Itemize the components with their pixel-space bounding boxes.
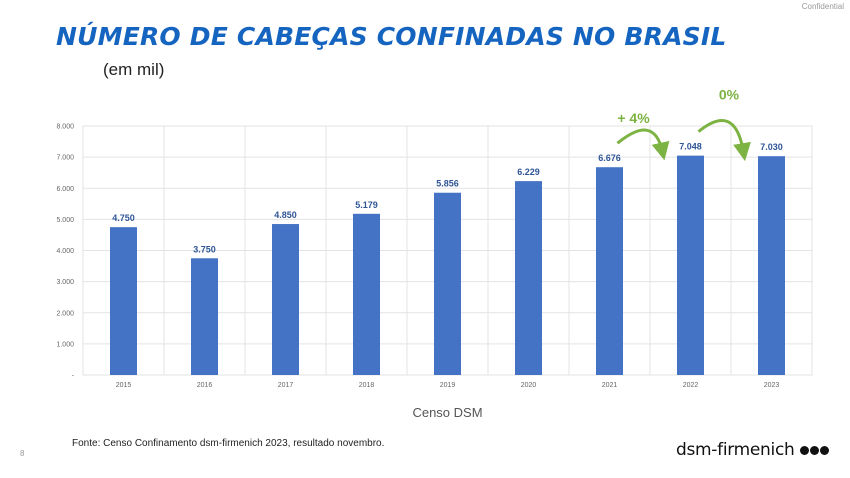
page-number: 8: [20, 449, 25, 458]
data-label: 4.750: [112, 213, 135, 223]
x-tick-label: 2022: [683, 382, 699, 389]
x-tick-label: 2021: [602, 382, 618, 389]
data-label: 6.676: [598, 153, 621, 163]
y-tick-label: 7.000: [56, 155, 74, 162]
y-tick-label: 4.000: [56, 248, 74, 255]
bar: [758, 156, 785, 375]
growth-arrow-icon: [616, 128, 670, 161]
x-tick-label: 2023: [764, 382, 780, 389]
x-tick-label: 2018: [359, 382, 375, 389]
growth-annotation: + 4%: [617, 110, 650, 126]
x-tick-label: 2016: [197, 382, 213, 389]
bar: [191, 258, 218, 375]
y-tick-label: 1.000: [56, 341, 74, 348]
y-tick-label: 2.000: [56, 310, 74, 317]
growth-arrow-icon: [697, 119, 751, 162]
x-axis-title: Censo DSM: [412, 405, 482, 420]
data-label: 3.750: [193, 244, 216, 254]
x-tick-label: 2020: [521, 382, 537, 389]
x-tick-label: 2019: [440, 382, 456, 389]
confidential-label: Confidential: [801, 2, 844, 11]
bar: [353, 213, 380, 375]
logo-dots-icon: [799, 445, 830, 455]
y-tick-label: 5.000: [56, 217, 74, 224]
data-label: 5.856: [436, 179, 459, 189]
bar: [596, 167, 623, 375]
y-tick-label: 8.000: [56, 124, 74, 131]
bar: [677, 155, 704, 375]
x-tick-label: 2015: [116, 382, 132, 389]
data-label: 7.048: [679, 142, 702, 152]
y-tick-label: 3.000: [56, 279, 74, 286]
growth-annotation: 0%: [719, 87, 740, 103]
x-tick-label: 2017: [278, 382, 294, 389]
company-logo: dsm-firmenich: [676, 440, 830, 460]
y-tick-label: -: [72, 373, 75, 380]
data-label: 7.030: [760, 142, 783, 152]
source-note: Fonte: Censo Confinamento dsm-firmenich …: [72, 438, 385, 449]
data-label: 4.850: [274, 210, 297, 220]
bar: [434, 192, 461, 375]
y-tick-label: 6.000: [56, 186, 74, 193]
bar: [515, 181, 542, 375]
page-title: NÚMERO DE CABEÇAS CONFINADAS NO BRASIL: [56, 22, 727, 51]
page-subtitle: (em mil): [103, 60, 165, 79]
logo-wordmark: dsm-firmenich: [676, 440, 795, 460]
data-label: 6.229: [517, 167, 540, 177]
data-label: 5.179: [355, 200, 378, 210]
bar: [272, 224, 299, 375]
bar: [110, 227, 137, 375]
